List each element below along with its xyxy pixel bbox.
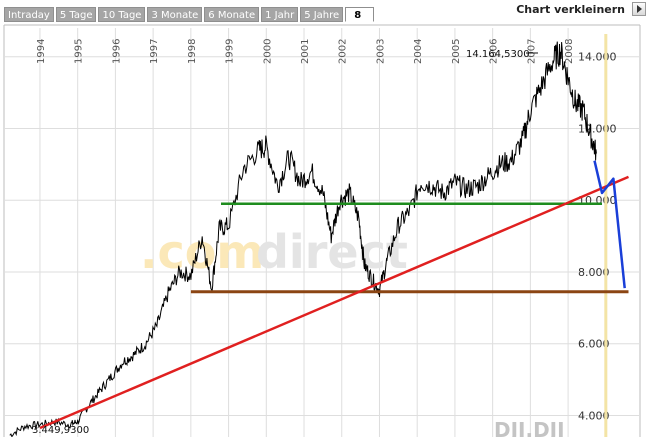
chart-shrink-label[interactable]: Chart verkleinern: [516, 3, 625, 16]
year-tick-label: 1997: [149, 39, 160, 64]
year-tick-label: 2008: [564, 39, 575, 64]
tab-3-monate[interactable]: 3 Monate: [147, 7, 203, 22]
year-tick-label: 1998: [187, 39, 198, 64]
forecast-line: [593, 160, 626, 289]
chart-shrink-button[interactable]: [632, 2, 646, 16]
year-tick-label: 2000: [262, 39, 273, 64]
value-tick-label: 8.000: [578, 266, 610, 279]
tab-5-jahre[interactable]: 5 Jahre: [300, 7, 344, 22]
year-tick-label: 2006: [489, 39, 500, 64]
year-tick-label: 1999: [225, 39, 236, 64]
arrow-right-icon: [637, 5, 642, 13]
symbol-label: DJI.DJI: [494, 418, 565, 437]
high-annotation: 14.164,5300: [466, 49, 530, 60]
year-tick-label: 1994: [36, 39, 47, 64]
year-tick-label: 1996: [111, 39, 122, 64]
tab-selected-period[interactable]: 8: [345, 7, 375, 22]
value-tick-label: 4.000: [578, 409, 610, 422]
tab-10-tage[interactable]: 10 Tage: [98, 7, 146, 22]
year-tick-label: 2001: [300, 39, 311, 64]
value-tick-label: 6.000: [578, 338, 610, 351]
price-series: [9, 41, 597, 437]
year-tick-label: 2004: [413, 39, 424, 64]
year-tick-label: 2007: [526, 39, 537, 64]
tab-6-monate[interactable]: 6 Monate: [204, 7, 260, 22]
year-tick-label: 1995: [74, 39, 85, 64]
period-tabs: Intraday 5 Tage 10 Tage 3 Monate 6 Monat…: [4, 7, 376, 22]
trend-line: [39, 175, 629, 430]
chart-frame: [3, 24, 641, 437]
low-annotation: 3.449,9300: [32, 425, 89, 436]
price-line: [9, 41, 597, 437]
tab-5-tage[interactable]: 5 Tage: [55, 7, 97, 22]
value-tick-label: 14.000: [578, 51, 617, 64]
chart-grid: [4, 28, 640, 437]
x-axis-labels: 1994 1995 1996 1997 1998 1999 2000 2001 2002 2003…: [36, 39, 575, 64]
watermark-com: .com: [140, 225, 264, 279]
year-tick-label: 2005: [451, 39, 462, 64]
drawn-lines: [39, 160, 629, 430]
year-tick-label: 2003: [375, 39, 386, 64]
chart-toolbar: Intraday 5 Tage 10 Tage 3 Monate 6 Monat…: [0, 0, 651, 24]
year-tick-label: 2002: [338, 39, 349, 64]
tab-intraday[interactable]: Intraday: [4, 7, 54, 22]
tab-1-jahr[interactable]: 1 Jahr: [261, 7, 299, 22]
value-tick-label: 12.000: [578, 122, 617, 135]
